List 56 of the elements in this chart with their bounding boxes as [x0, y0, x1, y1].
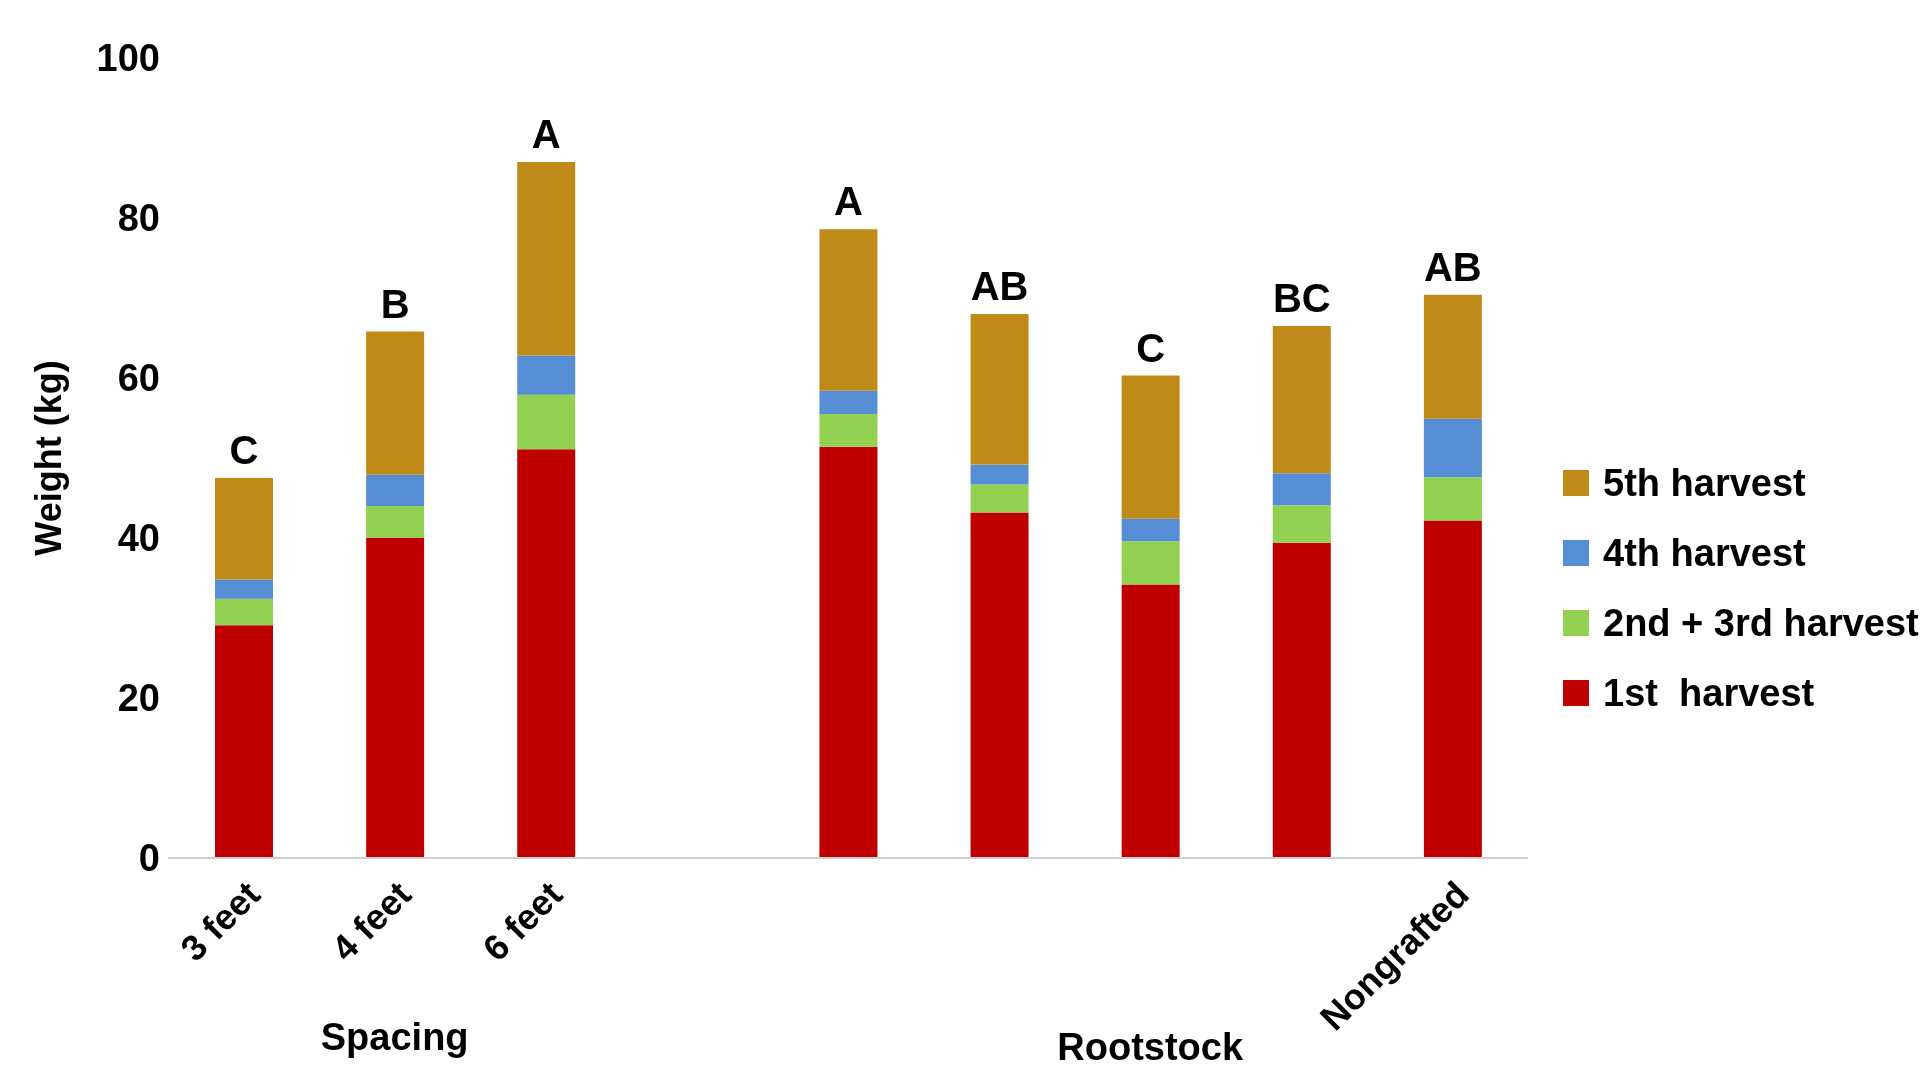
- bar: [1423, 294, 1482, 419]
- bar: [1423, 418, 1482, 478]
- bar: [1121, 375, 1180, 519]
- bar: [1423, 520, 1482, 858]
- y-tick-label: 20: [117, 677, 160, 720]
- y-tick-label: 80: [117, 197, 160, 240]
- bar: [970, 464, 1029, 485]
- bar: [1121, 541, 1180, 585]
- data-label: B: [380, 281, 410, 326]
- x-tick-label: 6 feet: [474, 873, 571, 969]
- bar: [819, 229, 878, 391]
- x-tick-label: 3 feet: [172, 873, 268, 969]
- bar: [517, 355, 576, 395]
- legend-label: 4th harvest: [1603, 531, 1806, 575]
- data-label: A: [834, 179, 863, 224]
- y-tick-label: 100: [96, 37, 160, 80]
- bar: [1423, 477, 1482, 521]
- text: Rootstock: [1057, 1026, 1244, 1068]
- bar: [819, 446, 878, 858]
- data-label: AB: [970, 264, 1029, 308]
- y-tick-label: 0: [138, 837, 160, 880]
- y-axis-title: Weight (kg): [27, 360, 69, 556]
- data-label: A: [531, 112, 561, 156]
- y-tick-label: 60: [117, 357, 160, 400]
- bar: [970, 512, 1029, 858]
- bar: [1272, 505, 1331, 543]
- bar: [215, 478, 273, 580]
- bar: [1121, 518, 1180, 542]
- bar: [517, 394, 576, 450]
- text: Spacing: [319, 1016, 470, 1059]
- bar: [1272, 473, 1331, 506]
- legend-label: 2nd + 3rd harvest: [1603, 601, 1919, 645]
- data-label: C: [1136, 325, 1166, 370]
- x-tick-label: 4 feet: [323, 873, 419, 969]
- data-label: AB: [1424, 244, 1482, 289]
- bar: [215, 579, 273, 599]
- data-label: C: [229, 428, 259, 472]
- bar: [1272, 326, 1331, 474]
- bar: [366, 506, 425, 538]
- bar: [517, 162, 576, 356]
- bar: [1121, 584, 1180, 858]
- bar: [215, 598, 273, 626]
- legend-label: 1st harvest: [1603, 671, 1815, 715]
- legend-label: 5th harvest: [1603, 461, 1806, 505]
- bar: [970, 484, 1029, 513]
- bar: [819, 414, 878, 447]
- bar: [215, 625, 273, 858]
- bar: [366, 331, 425, 475]
- bar: [517, 449, 576, 858]
- bar: [819, 390, 878, 414]
- data-label: BC: [1272, 276, 1331, 320]
- bar: [1272, 542, 1331, 858]
- bar: [970, 314, 1029, 465]
- y-tick-label: 40: [117, 517, 160, 560]
- bar: [366, 538, 425, 858]
- bar: [366, 474, 425, 506]
